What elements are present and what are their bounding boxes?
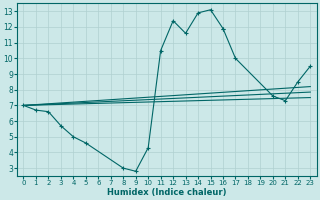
- X-axis label: Humidex (Indice chaleur): Humidex (Indice chaleur): [107, 188, 227, 197]
